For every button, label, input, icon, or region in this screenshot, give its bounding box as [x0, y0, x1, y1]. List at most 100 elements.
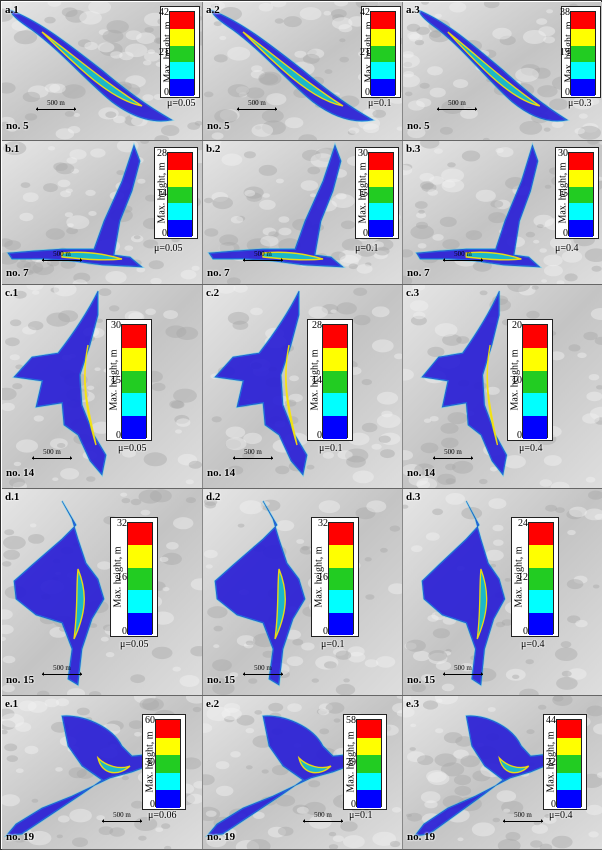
panel-d-2: d.2 no. 15 500 m Max. height, m 32 16 0 μ=0.1 [202, 489, 403, 695]
legend-min: 0 [363, 228, 368, 239]
legend-mid: 10 [512, 375, 522, 386]
case-label: no. 7 [407, 267, 430, 279]
panel-e-3: e.3 no. 19 500 m Max. height, m 44 22 0 μ=0.4 [402, 696, 602, 849]
panel-d-1: d.1 no. 15 500 m Max. height, m 32 16 0 μ=0.05 [2, 489, 202, 695]
legend-colorbar [328, 522, 354, 635]
friction-coefficient: μ=0.05 [120, 639, 149, 650]
friction-coefficient: μ=0.4 [519, 443, 543, 454]
flow-footprint [213, 500, 307, 687]
color-legend: Max. height, m 60 30 0 [142, 714, 186, 810]
legend-mid: 15 [111, 375, 121, 386]
legend-max: 28 [312, 320, 322, 331]
friction-coefficient: μ=0.05 [118, 443, 147, 454]
scale-bar: 500 m [433, 448, 473, 461]
legend-min: 0 [563, 228, 568, 239]
row-b: b.1 no. 7 500 m Max. height, m 28 14 0 μ=0.05 b.… [2, 141, 602, 285]
legend-mid: 30 [145, 757, 155, 768]
scale-bar: 500 m [443, 664, 483, 677]
scale-bar: 500 m [32, 448, 72, 461]
scale-bar: 500 m [443, 250, 483, 263]
scale-bar-label: 500 m [444, 448, 462, 456]
color-legend: Max. height, m 44 22 0 [543, 714, 587, 810]
legend-mid: 14 [312, 375, 322, 386]
panel-label: e.1 [5, 698, 19, 710]
legend-min: 0 [565, 87, 570, 98]
panel-a-3: a.3 no. 5 500 m Max. height, m 38 19 0 μ=0.3 [402, 2, 602, 140]
legend-max: 44 [546, 715, 556, 726]
case-label: no. 19 [207, 831, 236, 843]
color-legend: Max. height, m 32 16 0 [311, 517, 359, 637]
legend-min: 0 [523, 626, 528, 637]
case-label: no. 15 [207, 674, 236, 686]
case-label: no. 7 [6, 267, 29, 279]
panel-label: a.1 [5, 4, 19, 16]
color-legend: Max. height, m 28 14 0 [307, 319, 353, 441]
color-legend: Max. height, m 20 10 0 [507, 319, 553, 441]
color-legend: Max. height, m 30 15 0 [355, 147, 399, 239]
legend-max: 30 [358, 148, 368, 159]
color-legend: Max. height, m 24 12 0 [511, 517, 559, 637]
color-legend: Max. height, m 32 16 0 [110, 517, 158, 637]
scale-bar-label: 500 m [448, 99, 466, 107]
panel-a-1: a.1 no. 5 500 m Max. height, m 42 21 0 μ=0.05 [2, 2, 202, 140]
scale-bar-label: 500 m [43, 448, 61, 456]
legend-mid: 14 [157, 188, 167, 199]
row-d: d.1 no. 15 500 m Max. height, m 32 16 0 μ=0.05 d… [2, 489, 602, 696]
case-label: no. 14 [207, 467, 236, 479]
legend-max: 42 [159, 7, 169, 18]
case-label: no. 14 [407, 467, 436, 479]
panel-label: c.3 [406, 287, 420, 299]
scale-bar-label: 500 m [454, 250, 472, 258]
legend-max: 42 [360, 7, 370, 18]
row-e: e.1 no. 19 500 m Max. height, m 60 30 0 μ=0.06 e… [2, 696, 602, 850]
case-label: no. 5 [6, 120, 29, 132]
color-legend: Max. height, m 58 29 0 [343, 714, 387, 810]
legend-min: 0 [365, 87, 370, 98]
case-label: no. 5 [207, 120, 230, 132]
scale-bar: 500 m [42, 664, 82, 677]
legend-colorbar [127, 522, 153, 635]
friction-coefficient: μ=0.1 [349, 810, 373, 821]
row-c: c.1 no. 14 500 m Max. height, m 30 15 0 μ=0.05 c… [2, 285, 602, 489]
legend-colorbar [556, 719, 582, 808]
legend-max: 58 [346, 715, 356, 726]
flow-footprint [421, 500, 506, 687]
panel-label: c.1 [5, 287, 19, 299]
legend-mid: 12 [518, 572, 528, 583]
legend-mid: 22 [546, 757, 556, 768]
legend-min: 0 [323, 626, 328, 637]
case-label: no. 19 [6, 831, 35, 843]
legend-colorbar [169, 11, 195, 96]
friction-coefficient: μ=0.1 [368, 98, 392, 109]
scale-bar-label: 500 m [244, 448, 262, 456]
panel-label: b.3 [406, 143, 421, 155]
flow-footprint [420, 290, 508, 478]
panel-label: b.2 [206, 143, 221, 155]
scale-bar-label: 500 m [248, 99, 266, 107]
legend-mid: 19 [560, 47, 570, 58]
case-label: no. 19 [407, 831, 436, 843]
panel-label: e.2 [206, 698, 220, 710]
scale-bar-label: 500 m [113, 811, 131, 819]
legend-mid: 15 [358, 188, 368, 199]
scale-bar-label: 500 m [53, 250, 71, 258]
legend-colorbar [370, 11, 396, 96]
scale-bar: 500 m [237, 99, 277, 112]
legend-mid: 29 [346, 757, 356, 768]
legend-colorbar [568, 152, 594, 237]
legend-colorbar [167, 152, 193, 237]
flow-footprint [416, 8, 570, 122]
scale-bar-label: 500 m [53, 664, 71, 672]
legend-min: 0 [122, 626, 127, 637]
scale-bar: 500 m [437, 99, 477, 112]
flow-footprint [8, 8, 175, 123]
case-label: no. 15 [6, 674, 35, 686]
case-label: no. 15 [407, 674, 436, 686]
legend-mid: 16 [117, 572, 127, 583]
legend-min: 0 [551, 799, 556, 810]
color-legend: Max. height, m 30 15 0 [106, 319, 152, 441]
panel-label: a.2 [206, 4, 220, 16]
legend-colorbar [522, 324, 548, 439]
friction-coefficient: μ=0.05 [167, 98, 196, 109]
